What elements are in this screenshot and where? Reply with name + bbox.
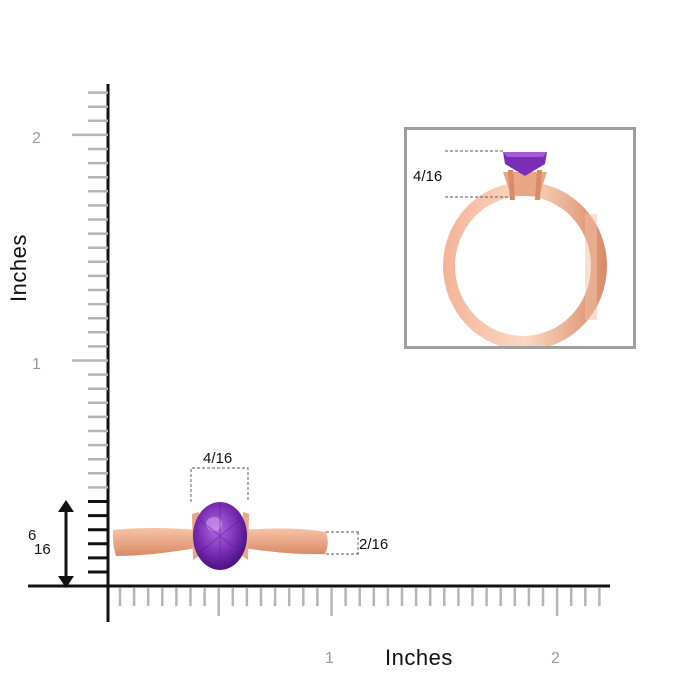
stone-height-label: 4/16 <box>413 168 443 185</box>
front-view-inset: 4/16 <box>404 127 636 350</box>
x-axis-title: Inches <box>385 645 453 670</box>
ring-height-denominator: 16 <box>34 541 51 558</box>
y-tick-1: 1 <box>32 356 41 373</box>
y-tick-2: 2 <box>32 130 41 147</box>
height-arrow-bottom <box>58 576 74 588</box>
gem-front-table <box>503 152 547 157</box>
x-tick-2: 2 <box>551 650 560 667</box>
prong-front-right <box>535 170 542 200</box>
prong-front-left <box>508 170 515 200</box>
band-side-shade <box>585 214 597 320</box>
band-width-label: 2/16 <box>359 536 389 553</box>
ring-inner <box>455 196 591 336</box>
ring-front-view <box>443 150 607 350</box>
gem-front <box>503 152 547 176</box>
stone-width-label: 4/16 <box>203 450 233 467</box>
band-right <box>244 528 328 555</box>
ring-height-numerator: 6 <box>28 527 37 544</box>
x-tick-1: 1 <box>325 650 334 667</box>
height-arrow-top <box>58 500 74 512</box>
stone-width-guide <box>190 467 249 502</box>
gem-facets <box>199 504 241 568</box>
band-left <box>112 528 196 556</box>
